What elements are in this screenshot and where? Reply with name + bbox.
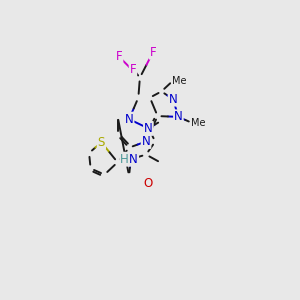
Text: Me: Me <box>191 118 206 128</box>
Text: S: S <box>98 136 105 149</box>
Text: N: N <box>169 93 177 106</box>
Text: N: N <box>125 113 134 126</box>
Text: N: N <box>144 122 153 135</box>
Text: N: N <box>174 110 183 123</box>
Text: N: N <box>129 153 138 166</box>
Text: Me: Me <box>172 76 186 86</box>
Text: F: F <box>130 63 136 76</box>
Text: F: F <box>116 50 122 63</box>
Text: O: O <box>144 177 153 190</box>
Text: N: N <box>142 135 150 148</box>
Text: F: F <box>150 46 156 59</box>
Text: H: H <box>120 153 129 166</box>
